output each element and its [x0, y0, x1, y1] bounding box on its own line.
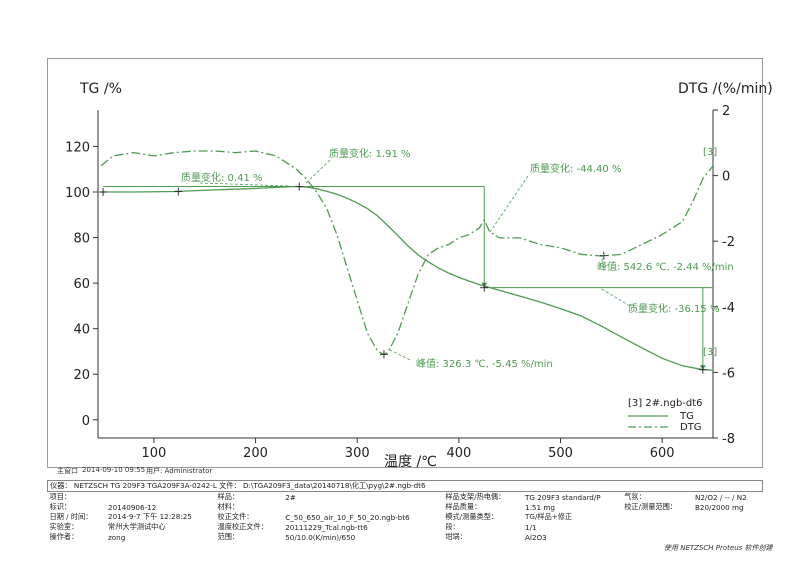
info-row: 操作者： zong 范围： 50/10.0(K/min)/650 坩埚： Al2O3 [48, 532, 763, 542]
right-axis-title: DTG /(%/min) [678, 81, 773, 97]
x-tick-label: 500 [548, 446, 573, 461]
tg-series-line [101, 185, 714, 371]
info-label: 样品质量： [445, 502, 482, 511]
info-label: 温度校正文件： [217, 522, 268, 531]
x-tick-label: 200 [243, 446, 268, 461]
y-right-tick-label: -6 [722, 366, 735, 381]
info-row: 日期 / 时间： 2014-9-7 下午 12:28:25 校正文件： C_50_65… [48, 512, 763, 522]
info-label: 日期 / 时间： [49, 512, 93, 521]
chart-frame [47, 58, 763, 468]
chart-annotation: 峰值: 542.6 ℃, -2.44 %/min [597, 260, 734, 273]
legend-title: [3] 2#.ngb-dt6 [628, 398, 703, 409]
annotation-leader [304, 159, 331, 185]
info-label: 气氛： [622, 491, 693, 502]
info-value: 50/10.0(K/min)/650 [285, 532, 356, 542]
info-value [693, 522, 763, 532]
info-row: 实验室： 常州大学测试中心 温度校正文件： 20111229_Tcal.ngb-tt6… [48, 522, 763, 532]
y-right-tick-label: -2 [722, 235, 735, 250]
annotation-leader [599, 287, 631, 307]
annotation-leader [389, 349, 411, 361]
annotation-leader [199, 182, 291, 187]
info-label: 模式/测量类型： [445, 512, 499, 521]
y-right-tick-label: -8 [722, 432, 735, 447]
y-right-tick-label: 2 [722, 104, 730, 119]
info-label: 材料： [217, 502, 240, 511]
info-value: 2# [283, 491, 444, 502]
info-label: 标识： [49, 502, 72, 511]
footer-user: 用户: Administrator [146, 467, 213, 475]
info-label [622, 512, 693, 522]
info-table: 仪器： NETZSCH TG 209F3 TGA209F3A-0242-L 文件… [47, 480, 763, 542]
info-value: 2014-9-7 下午 12:28:25 [108, 512, 192, 521]
info-label [622, 522, 693, 532]
chart-annotation: 质量变化: 1.91 % [329, 147, 411, 160]
left-axis-title: TG /% [79, 81, 122, 97]
info-label: 样品： [215, 491, 284, 502]
y-left-tick-label: 60 [73, 277, 90, 292]
y-left-tick-label: 80 [73, 232, 90, 247]
info-value: 常州大学测试中心 [108, 522, 166, 531]
legend: [3] 2#.ngb-dt6 TG DTG [628, 398, 703, 433]
info-value: TG 209F3 standard/P [523, 491, 623, 502]
info-value [283, 502, 443, 512]
chart-annotation: 质量变化: -36.15 % [628, 302, 719, 315]
info-label [622, 532, 693, 542]
info-value: 1/1 [525, 522, 537, 532]
info-label: 样品支架/热电偶： [443, 491, 524, 502]
info-value: 20111229_Tcal.ngb-tt6 [285, 522, 368, 532]
info-value [106, 491, 216, 502]
footer-date: 2014-09-10 09:55 [82, 466, 146, 474]
info-value: 20140906-12 [108, 502, 157, 512]
info-value: 1.51 mg [525, 502, 555, 512]
software-note: 使用 NETZSCH Proteus 软件创建 [664, 544, 773, 552]
info-row: 项目： 样品： 2# 样品支架/热电偶： TG 209F3 standard/P 气氛： N… [47, 491, 763, 502]
instrument-line: 仪器： NETZSCH TG 209F3 TGA209F3A-0242-L 文件… [47, 480, 763, 492]
info-label: 校正文件： [217, 512, 254, 521]
info-row: 标识： 20140906-12 材料： 样品质量： 1.51 mg 校正/测量范围： B20… [48, 502, 763, 512]
y-right-tick-label: -4 [722, 301, 735, 316]
y-left-tick-label: 40 [73, 323, 90, 338]
info-label: 项目： [47, 491, 106, 502]
y-left-tick-label: 100 [65, 186, 90, 201]
x-tick-label: 300 [345, 446, 370, 461]
x-tick-label: 100 [141, 446, 166, 461]
info-value: C_50_650_air_10_F_50_20.ngb-bt6 [285, 512, 410, 522]
info-value: TG/样品+修正 [525, 512, 573, 521]
info-value [693, 512, 763, 522]
info-label: 段： [445, 522, 460, 531]
info-label: 坩埚： [445, 532, 467, 541]
x-tick-label: 600 [650, 446, 675, 461]
y-left-tick-label: 0 [82, 414, 90, 429]
legend-dtg-label: DTG [680, 422, 702, 433]
y-left-tick-label: 20 [73, 368, 90, 383]
info-label: 操作者： [49, 532, 79, 541]
y-left-tick-label: 120 [65, 140, 90, 155]
info-value [693, 532, 763, 542]
y-right-tick-label: 0 [722, 170, 730, 185]
annotation-leader [599, 253, 605, 267]
chart-annotation: 峰值: 326.3 ℃, -5.45 %/min [416, 357, 553, 370]
chart-annotation: 质量变化: -44.40 % [530, 162, 621, 175]
footer-main-window: 主窗口 [57, 467, 78, 475]
chart-annotation: [3] [703, 347, 717, 358]
info-label: 范围： [217, 532, 240, 541]
info-label: 实验室： [49, 522, 79, 531]
info-label: 校正/测量范围： [624, 502, 677, 511]
info-value: N2/O2 / -- / N2 [692, 491, 763, 502]
chart-annotation: 质量变化: 0.41 % [181, 171, 263, 184]
legend-tg-label: TG [679, 411, 694, 422]
info-value: zong [108, 532, 126, 542]
annotation-leader [489, 175, 529, 233]
info-value: Al2O3 [525, 532, 547, 542]
info-value: B20/2000 mg [694, 502, 744, 512]
x-axis-title: 温度 /℃ [384, 454, 437, 470]
x-tick-label: 400 [446, 446, 471, 461]
chart-annotation: [3] [703, 147, 717, 158]
